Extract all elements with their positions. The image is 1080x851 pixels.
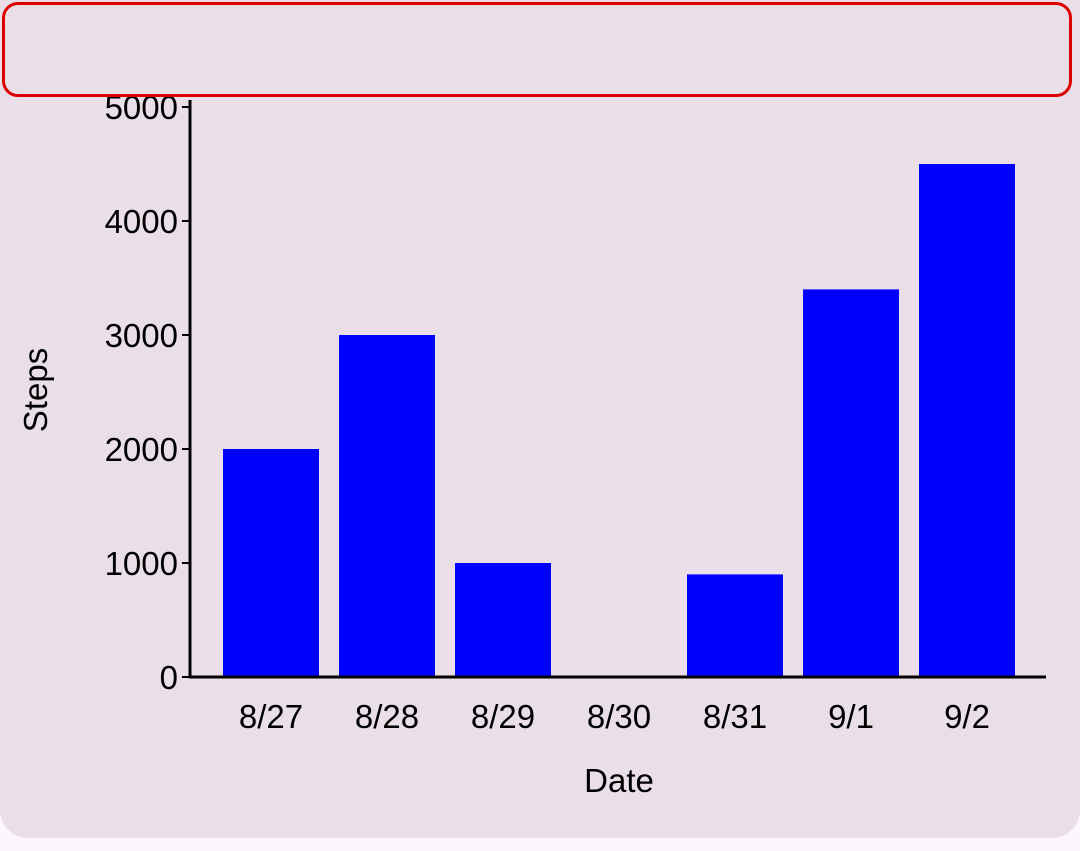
x-ticks-group: 8/27 8/28 8/29 8/30 8/31 9/1 9/2 [239,698,990,735]
y-tick-label: 4000 [105,203,178,240]
y-tick-label: 3000 [105,317,178,354]
y-tick-label: 1000 [105,545,178,582]
bar-9-1 [803,289,899,677]
x-tick-label: 9/1 [828,698,874,735]
y-tick-label: 2000 [105,431,178,468]
y-axis-title: Steps [17,348,54,432]
x-tick-label: 8/30 [587,698,651,735]
x-tick-label: 8/29 [471,698,535,735]
y-tick-label: 0 [160,659,178,696]
bar-8-27 [223,449,319,677]
x-tick-label: 8/31 [703,698,767,735]
x-tick-label: 9/2 [944,698,990,735]
bars-group [223,164,1015,677]
bar-8-31 [687,574,783,677]
highlight-box [2,2,1072,97]
x-tick-label: 8/27 [239,698,303,735]
x-tick-label: 8/28 [355,698,419,735]
bar-9-2 [919,164,1015,677]
bar-8-28 [339,335,435,677]
bar-8-29 [455,563,551,677]
x-axis-title: Date [584,762,654,799]
